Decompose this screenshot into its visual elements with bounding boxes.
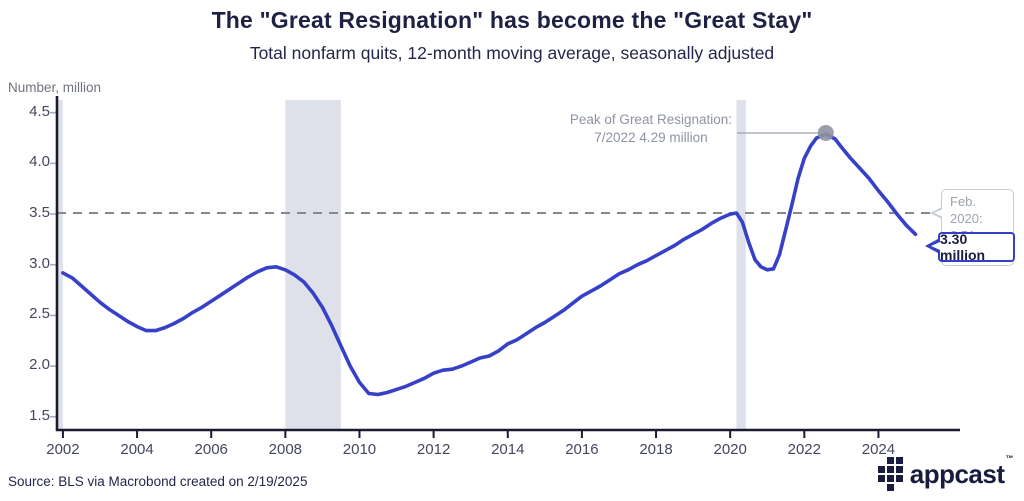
appcast-logo-text: appcast™: [909, 454, 1014, 489]
callout-tail: [931, 242, 940, 250]
feb-2020-callout-line1: Feb. 2020:: [950, 194, 983, 226]
x-tick-label: 2004: [120, 441, 154, 458]
y-tick-label: 3.0: [29, 254, 50, 272]
recession-band: [58, 100, 63, 430]
chart-subtitle: Total nonfarm quits, 12-month moving ave…: [249, 43, 775, 63]
x-tick-label: 2012: [416, 441, 451, 458]
trademark-symbol: ™: [1005, 454, 1014, 463]
x-tick-label: 2016: [565, 441, 599, 458]
y-tick-label: 3.5: [29, 204, 50, 222]
x-tick-label: 2022: [787, 441, 821, 458]
callout-tail: [934, 209, 943, 217]
x-tick-label: 2024: [861, 441, 896, 458]
latest-value-callout: 3.30 million: [925, 231, 1015, 263]
x-tick-label: 2020: [713, 441, 747, 458]
source-note: Source: BLS via Macrobond created on 2/1…: [8, 474, 308, 489]
x-tick-label: 2006: [194, 441, 228, 458]
y-tick-label: 2.5: [29, 305, 50, 323]
quits-line: [61, 132, 918, 397]
peak-marker-dot: [817, 124, 834, 141]
x-tick-label: 2014: [491, 441, 525, 458]
x-tick-label: 2002: [46, 441, 80, 458]
recession-band: [736, 100, 746, 430]
x-tick-label: 2010: [342, 441, 377, 458]
x-tick-label: 2018: [639, 441, 673, 458]
appcast-logo-icon: [877, 457, 903, 491]
peak-annotation-line1: Peak of Great Resignation:: [569, 112, 732, 127]
chart-title: The "Great Resignation" has become the "…: [211, 7, 813, 33]
latest-value-label: 3.30 million: [940, 231, 986, 263]
y-axis-unit-label: Number, million: [8, 80, 102, 95]
y-tick-label: 2.0: [29, 356, 50, 374]
peak-annotation: Peak of Great Resignation: 7/2022 4.29 m…: [570, 111, 732, 147]
y-tick-label: 4.5: [29, 102, 50, 120]
y-tick-label: 4.0: [29, 153, 50, 171]
x-tick-label: 2008: [268, 441, 303, 458]
y-tick-label: 1.5: [29, 406, 50, 424]
recession-band: [285, 100, 341, 430]
peak-annotation-line2: 7/2022 4.29 million: [594, 130, 708, 145]
appcast-logo: appcast™: [877, 454, 1014, 491]
